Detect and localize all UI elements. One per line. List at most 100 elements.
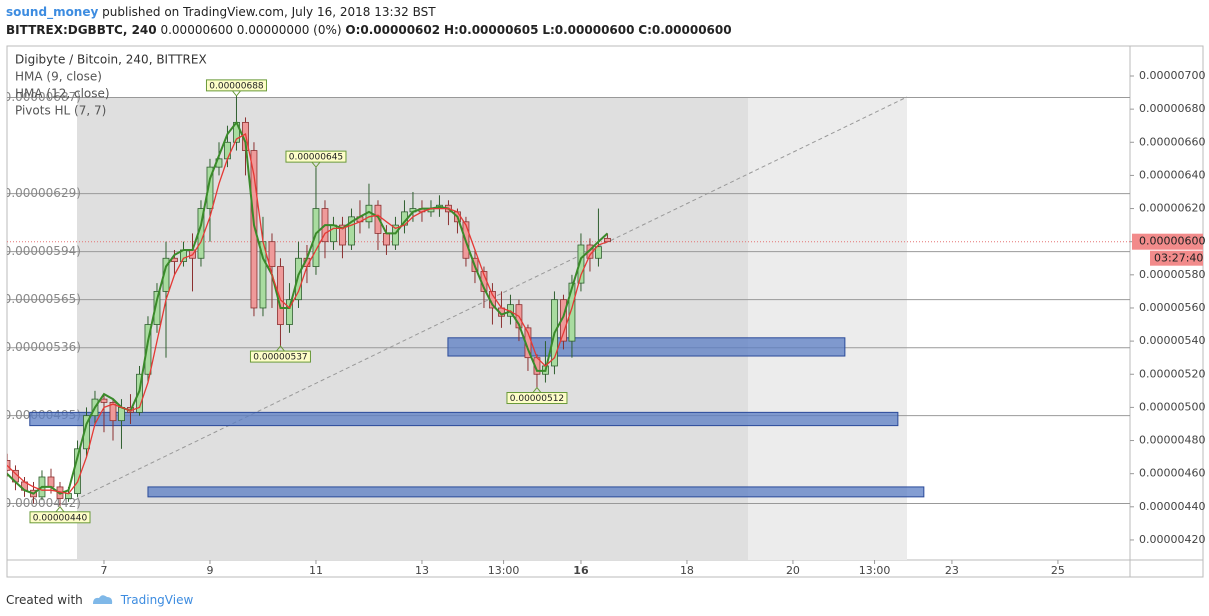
y-tick-label: 0.00000440 <box>1139 500 1205 513</box>
candle-body <box>224 141 231 160</box>
axes: 0.00000420 0.00000440 0.00000460 0.00000480… <box>100 69 1205 577</box>
candle-body <box>153 291 161 325</box>
zone <box>147 486 925 498</box>
pivot-label: 0.00000512 <box>510 394 564 404</box>
open: O:0.00000602 <box>345 23 441 37</box>
countdown-box <box>1150 250 1203 266</box>
candle-body <box>250 150 258 309</box>
x-tick-label: 23 <box>945 564 959 577</box>
quote-line: BITTREX:DGBBTC, 240 0.00000600 0.0000000… <box>6 21 732 39</box>
candle-body <box>295 257 302 301</box>
candle-body <box>604 237 611 243</box>
candle-body <box>286 299 293 325</box>
x-tick-label: 25 <box>1051 564 1065 577</box>
close: C:0.00000600 <box>638 23 732 37</box>
zone <box>447 337 846 357</box>
x-tick-label: 20 <box>786 564 800 577</box>
last-price-box <box>1132 233 1203 250</box>
level-label: (0.00000687) <box>0 90 81 104</box>
y-tick-label: 0.00000580 <box>1139 268 1205 281</box>
x-tick-label: 18 <box>680 564 694 577</box>
x-tick-label: 13:00 <box>859 564 891 577</box>
candle-body <box>7 460 11 471</box>
candle-body <box>277 266 284 325</box>
y-tick-label: 0.00000700 <box>1139 69 1205 82</box>
brand[interactable]: TradingView <box>120 593 194 607</box>
candle-body <box>568 282 576 342</box>
y-tick-label: 0.00000560 <box>1139 301 1205 314</box>
pivot-pointer <box>55 506 65 513</box>
pivot-pointer <box>232 90 241 97</box>
candle-body <box>595 246 602 259</box>
chart-title: Digibyte / Bitcoin, 240, BITTREX <box>15 53 207 67</box>
countdown: 03:27:40 <box>1154 252 1203 265</box>
y-tick-label: 0.00000460 <box>1139 467 1205 480</box>
x-tick-label: 9 <box>206 564 213 577</box>
quote: 0.00000600 0.00000000 (0%) <box>160 23 342 37</box>
y-tick-label: 0.00000480 <box>1139 434 1205 447</box>
pivot-box <box>29 511 91 524</box>
pivot-pointer <box>276 345 285 352</box>
level-label: (0.00000536) <box>0 340 81 354</box>
legend-entry: Pivots HL (7, 7) <box>15 104 106 118</box>
y-tick-label: 0.00000420 <box>1139 533 1205 546</box>
x-tick-label: 13 <box>415 564 429 577</box>
published: published on TradingView.com, July 16, 2… <box>102 5 436 19</box>
candle-body <box>206 166 214 209</box>
y-tick-label: 0.00000660 <box>1139 135 1205 148</box>
y-tick-label: 0.00000640 <box>1139 168 1205 181</box>
hma-line <box>7 120 609 495</box>
pivot-label: 0.00000645 <box>289 153 343 163</box>
pivot-box <box>506 392 568 405</box>
candle-body <box>268 241 276 267</box>
last-price-label: 0.00000600 <box>1139 235 1205 248</box>
hma-line <box>7 133 608 495</box>
candle-body <box>348 216 355 246</box>
header: sound_money published on TradingView.com… <box>6 3 732 39</box>
y-tick-label: 0.00000680 <box>1139 102 1205 115</box>
level-label: (0.00000594) <box>0 244 81 258</box>
x-tick-label: 7 <box>100 564 107 577</box>
pivot-label: 0.00000440 <box>33 513 88 523</box>
level-label: (0.00000442) <box>0 496 81 510</box>
pivot-box <box>205 79 267 92</box>
candle-body <box>330 224 337 243</box>
level-label: (0.00000565) <box>0 292 81 306</box>
pivot-pointer <box>532 386 542 393</box>
x-tick-label: 16 <box>573 564 589 577</box>
pivot-box <box>285 150 347 163</box>
shade <box>77 97 748 560</box>
author[interactable]: sound_money <box>6 5 99 19</box>
y-tick-label: 0.00000540 <box>1139 334 1205 347</box>
plot-layer: (0.00000687) (0.00000629) (0.00000594) (0.0… <box>0 79 1130 524</box>
candle-body <box>339 224 346 246</box>
footer: Created with TradingView <box>6 590 193 607</box>
candle-body <box>47 476 55 488</box>
low: L:0.00000600 <box>542 23 635 37</box>
plot: (0.00000687) (0.00000629) (0.00000594) (0.0… <box>0 79 1130 560</box>
high: H:0.00000605 <box>443 23 539 37</box>
candle-body <box>312 208 320 267</box>
header-line: sound_money published on TradingView.com… <box>6 3 732 21</box>
pivot-box <box>249 350 311 363</box>
zone <box>29 411 899 427</box>
y-tick-label: 0.00000520 <box>1139 367 1205 380</box>
pivot-pointer <box>311 161 321 168</box>
candle-body <box>144 324 152 375</box>
candle-body <box>577 244 585 284</box>
candle-body <box>392 224 399 246</box>
y-tick-label: 0.00000500 <box>1139 400 1205 413</box>
legend-entry: HMA (12, close) <box>15 87 110 101</box>
candle-body <box>383 233 390 246</box>
candle-body <box>65 493 72 499</box>
candle-body <box>136 373 143 413</box>
candle-body <box>374 204 382 234</box>
pivot-label: 0.00000537 <box>253 353 307 363</box>
candle-body <box>118 406 125 422</box>
y-tick-label: 0.00000620 <box>1139 202 1205 215</box>
x-tick-label: 13:00 <box>488 564 520 577</box>
logo <box>92 595 112 604</box>
level-label: (0.00000629) <box>0 186 81 200</box>
